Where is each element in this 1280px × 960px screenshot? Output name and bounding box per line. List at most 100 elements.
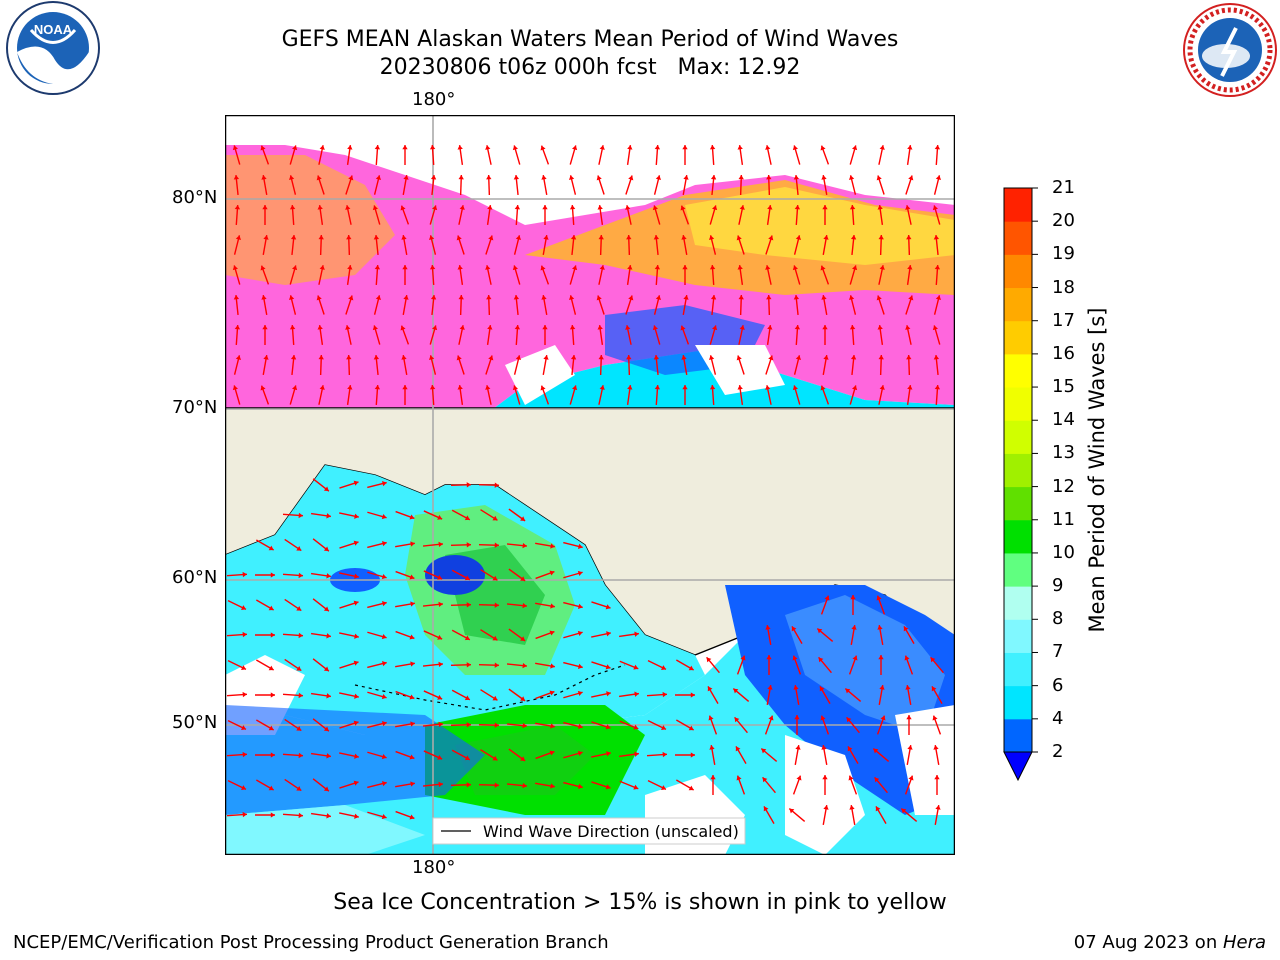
wind-wave-arrowhead xyxy=(375,295,381,301)
wind-wave-arrowhead xyxy=(401,235,407,240)
wind-wave-arrowhead xyxy=(907,745,913,750)
wind-wave-arrowhead xyxy=(768,715,774,721)
wind-wave-arrowhead xyxy=(908,175,914,181)
wind-wave-arrowhead xyxy=(766,655,772,660)
wind-wave-arrowhead xyxy=(822,325,828,330)
lat-label-70: 70°N xyxy=(172,397,218,418)
wind-wave-arrowhead xyxy=(570,355,577,360)
wind-wave-arrowhead xyxy=(680,325,686,331)
wind-wave-arrowhead xyxy=(852,385,858,391)
wind-wave-arrowhead xyxy=(513,175,520,180)
colorbar-cell xyxy=(1004,254,1032,289)
wind-wave-arrowhead xyxy=(485,265,491,270)
wind-wave-arrowhead xyxy=(409,754,415,760)
wind-wave-arrowhead xyxy=(737,265,743,270)
wind-wave-arrowhead xyxy=(880,715,886,721)
wind-wave-arrowhead xyxy=(878,655,884,660)
open-water-white-2 xyxy=(695,345,785,395)
wind-wave-arrowhead xyxy=(628,295,634,301)
wind-wave-arrowhead xyxy=(512,145,518,151)
wind-wave-arrowhead xyxy=(485,145,491,150)
wind-wave-arrowhead xyxy=(709,745,715,750)
wind-wave-arrowhead xyxy=(762,777,768,783)
wind-wave-arrowhead xyxy=(634,631,639,637)
wind-wave-arrowhead xyxy=(292,265,298,271)
wind-wave-arrowhead xyxy=(598,235,604,240)
colorbar-cell xyxy=(1004,718,1032,753)
wind-wave-arrowhead xyxy=(466,722,471,728)
wind-wave-arrowhead xyxy=(381,514,387,520)
wind-wave-arrowhead xyxy=(298,692,303,699)
colorbar-label: Mean Period of Wind Waves [s] xyxy=(1085,307,1109,633)
wind-wave-arrowhead xyxy=(850,355,857,360)
wind-wave-arrowhead xyxy=(241,785,246,790)
wind-wave-arrowhead xyxy=(459,205,465,210)
wind-wave-arrowhead xyxy=(791,626,797,632)
wind-wave-arrowhead xyxy=(654,265,661,270)
wind-wave-arrowhead xyxy=(381,694,387,700)
wind-wave-arrowhead xyxy=(739,325,745,330)
wind-wave-arrowhead xyxy=(873,748,879,754)
wind-wave-arrowhead xyxy=(540,145,546,151)
wind-wave-arrowhead xyxy=(681,355,687,360)
wind-wave-arrowhead xyxy=(270,632,275,638)
wind-wave-arrowhead xyxy=(400,325,406,331)
wind-wave-arrowhead xyxy=(596,175,602,181)
wind-wave-arrowhead xyxy=(241,605,246,610)
wind-wave-arrowhead xyxy=(381,601,387,607)
wind-wave-arrowhead xyxy=(792,265,798,271)
wind-wave-arrowhead xyxy=(457,265,463,270)
wind-wave-arrowhead xyxy=(846,717,852,723)
wind-wave-arrowhead xyxy=(792,385,798,391)
wind-wave-arrowhead xyxy=(402,265,408,270)
wind-wave-arrowhead xyxy=(569,205,576,210)
wind-wave-arrowhead xyxy=(819,686,825,692)
wind-wave-arrowhead xyxy=(268,605,274,611)
wind-wave-arrowhead xyxy=(690,692,695,698)
wind-wave-arrowhead xyxy=(494,542,499,548)
wind-wave-arrowhead xyxy=(296,546,302,551)
wind-wave-arrowhead xyxy=(492,755,498,761)
wind-wave-arrowhead xyxy=(514,325,521,330)
wind-wave-arrowhead xyxy=(688,785,694,791)
wind-wave-arrowhead xyxy=(410,721,415,727)
open-water-white-1 xyxy=(505,345,575,405)
map-legend-label: Wind Wave Direction (unscaled) xyxy=(483,822,739,841)
wind-wave-arrowhead xyxy=(372,205,378,211)
wind-wave-arrowhead xyxy=(710,775,716,780)
noaa-logo-text: NOAA xyxy=(34,22,73,37)
wind-wave-arrowhead xyxy=(298,812,303,819)
wind-wave-arrowhead xyxy=(569,175,575,181)
wind-wave-arrowhead xyxy=(549,690,555,696)
wind-wave-arrowhead xyxy=(400,205,406,211)
wind-wave-arrowhead xyxy=(627,145,633,150)
wind-wave-arrowhead xyxy=(794,325,801,330)
wind-wave-arrowhead xyxy=(354,693,359,699)
wind-wave-arrowhead xyxy=(319,265,325,270)
nws-logo xyxy=(1183,3,1277,97)
wind-wave-arrowhead xyxy=(906,355,912,360)
wind-wave-arrowhead xyxy=(375,175,381,181)
colorbar-tick-label: 12 xyxy=(1052,475,1075,497)
wind-wave-arrowhead xyxy=(292,385,298,391)
wind-wave-arrowhead xyxy=(270,752,275,758)
wind-wave-arrowhead xyxy=(381,574,387,580)
wind-wave-arrowhead xyxy=(541,175,547,180)
wind-wave-arrowhead xyxy=(712,205,718,211)
wind-wave-arrowhead xyxy=(373,355,380,360)
wind-wave-arrowhead xyxy=(820,265,826,271)
wind-wave-arrowhead xyxy=(655,295,661,301)
lat-label-60: 60°N xyxy=(172,567,218,588)
wind-wave-arrowhead xyxy=(260,385,266,391)
wind-wave-arrowhead xyxy=(466,782,471,788)
wind-wave-arrowhead xyxy=(905,685,911,690)
wind-wave-arrowhead xyxy=(402,145,408,150)
wind-wave-arrowhead xyxy=(262,325,268,330)
wind-wave-arrowhead xyxy=(766,295,772,300)
wind-wave-arrowhead xyxy=(599,145,605,150)
wind-wave-arrowhead xyxy=(348,175,354,181)
wind-wave-arrowhead xyxy=(849,325,856,330)
wind-wave-arrowhead xyxy=(429,385,436,390)
wind-wave-arrowhead xyxy=(818,657,824,663)
wind-wave-arrowhead xyxy=(354,753,359,759)
